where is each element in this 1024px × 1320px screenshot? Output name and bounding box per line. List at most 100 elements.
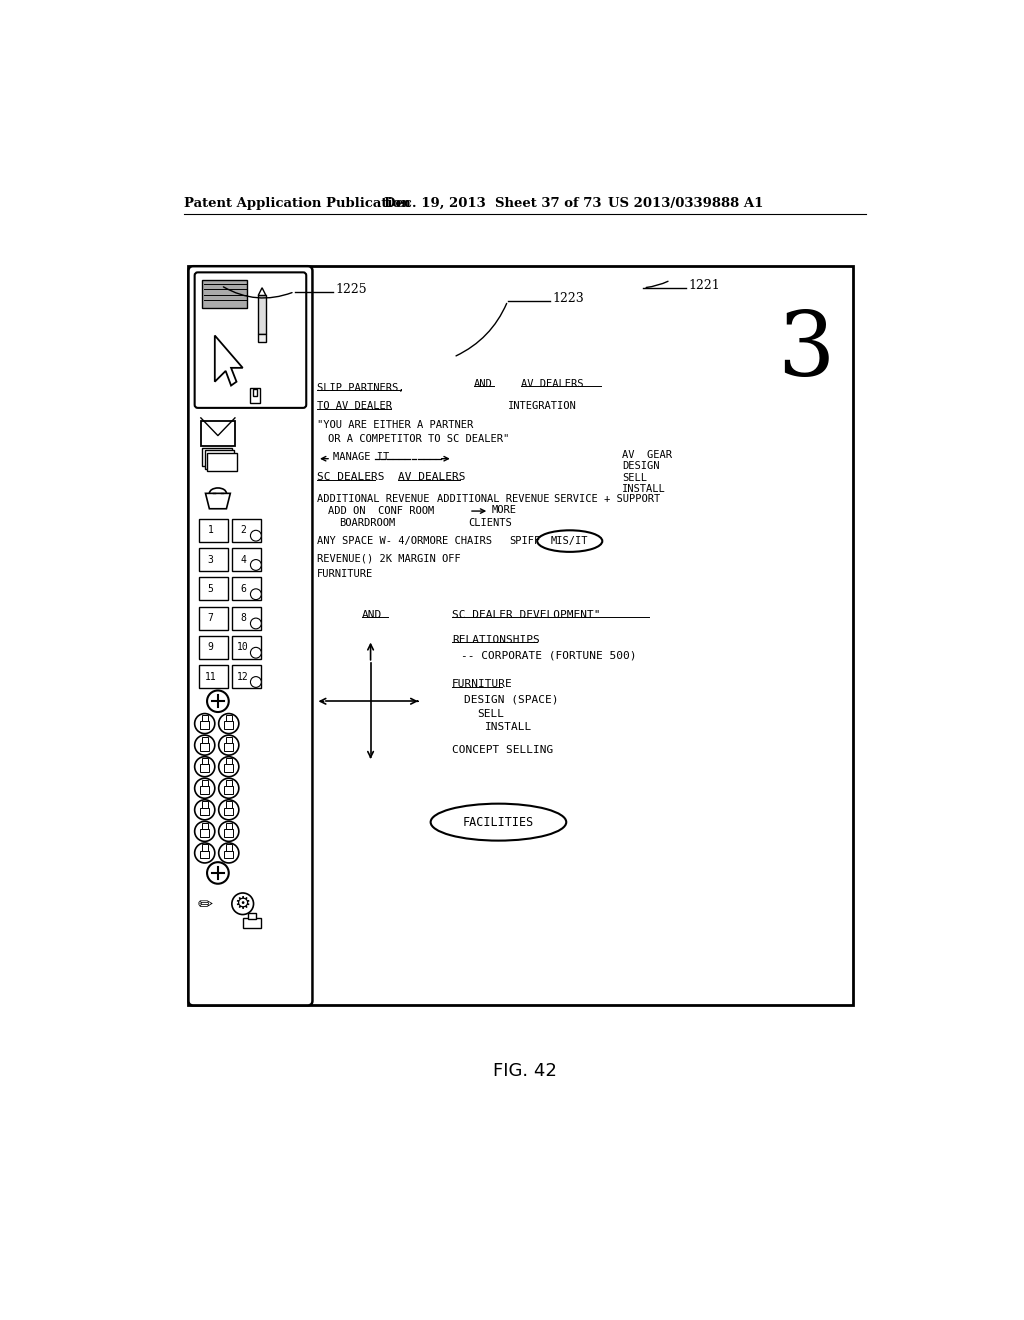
Text: 10: 10 bbox=[238, 643, 249, 652]
Bar bbox=[200, 577, 228, 601]
Text: ADD ON  CONF ROOM: ADD ON CONF ROOM bbox=[328, 506, 434, 516]
Text: INSTALL: INSTALL bbox=[623, 484, 667, 495]
Text: ⚙: ⚙ bbox=[234, 895, 251, 912]
Bar bbox=[231, 665, 260, 688]
Bar bbox=[200, 607, 228, 630]
Polygon shape bbox=[206, 494, 230, 508]
Circle shape bbox=[219, 735, 239, 755]
Text: 1221: 1221 bbox=[688, 279, 720, 292]
Text: INTEGRATION: INTEGRATION bbox=[508, 401, 577, 412]
Bar bbox=[202, 845, 208, 850]
Text: AND: AND bbox=[362, 610, 382, 620]
Text: ADDITIONAL REVENUE: ADDITIONAL REVENUE bbox=[437, 494, 550, 504]
Circle shape bbox=[251, 647, 261, 659]
Circle shape bbox=[219, 779, 239, 799]
Text: 1: 1 bbox=[208, 525, 213, 536]
Circle shape bbox=[219, 821, 239, 841]
Circle shape bbox=[219, 843, 239, 863]
Circle shape bbox=[251, 531, 261, 541]
Circle shape bbox=[195, 800, 215, 820]
Bar bbox=[258, 334, 266, 342]
Text: SC DEALERS: SC DEALERS bbox=[317, 473, 385, 482]
Bar bbox=[224, 829, 233, 837]
Bar bbox=[207, 453, 237, 471]
Text: 3: 3 bbox=[777, 308, 835, 395]
Text: FACILITIES: FACILITIES bbox=[463, 816, 535, 829]
Text: DESIGN (SPACE): DESIGN (SPACE) bbox=[464, 694, 558, 705]
Circle shape bbox=[231, 894, 254, 915]
Bar bbox=[200, 808, 209, 816]
Bar bbox=[200, 636, 228, 659]
Bar bbox=[224, 721, 233, 729]
Text: ANY SPACE W- 4/ORMORE CHAIRS: ANY SPACE W- 4/ORMORE CHAIRS bbox=[317, 536, 493, 546]
Bar bbox=[231, 607, 260, 630]
Bar bbox=[224, 808, 233, 816]
Circle shape bbox=[219, 756, 239, 776]
Text: SLIP PARTNERS,: SLIP PARTNERS, bbox=[317, 383, 404, 393]
Bar bbox=[224, 850, 233, 858]
Circle shape bbox=[207, 862, 228, 884]
Text: -- CORPORATE (FORTUNE 500): -- CORPORATE (FORTUNE 500) bbox=[461, 651, 637, 661]
Text: SELL: SELL bbox=[477, 709, 504, 718]
Text: MIS/IT: MIS/IT bbox=[551, 536, 589, 546]
Text: Patent Application Publication: Patent Application Publication bbox=[183, 197, 411, 210]
Text: 12: 12 bbox=[238, 672, 249, 681]
FancyBboxPatch shape bbox=[188, 267, 312, 1006]
Text: SELL: SELL bbox=[623, 473, 647, 483]
Bar bbox=[202, 715, 208, 721]
Bar bbox=[243, 917, 261, 928]
Bar bbox=[225, 758, 231, 764]
Bar bbox=[205, 450, 234, 469]
Text: RELATIONSHIPS: RELATIONSHIPS bbox=[452, 635, 540, 644]
Bar bbox=[188, 267, 853, 1006]
Circle shape bbox=[195, 779, 215, 799]
Circle shape bbox=[207, 690, 228, 711]
Text: FURNITURE: FURNITURE bbox=[452, 680, 513, 689]
Bar bbox=[253, 389, 257, 396]
Bar bbox=[225, 737, 231, 743]
Text: TO AV DEALER: TO AV DEALER bbox=[317, 401, 392, 412]
Bar bbox=[225, 715, 231, 721]
Polygon shape bbox=[215, 335, 243, 385]
Circle shape bbox=[195, 843, 215, 863]
Circle shape bbox=[195, 756, 215, 776]
Circle shape bbox=[219, 800, 239, 820]
Bar bbox=[225, 822, 231, 829]
Text: 2: 2 bbox=[241, 525, 246, 536]
Bar bbox=[231, 548, 260, 572]
Polygon shape bbox=[258, 296, 266, 334]
Text: 1223: 1223 bbox=[553, 292, 585, 305]
Bar bbox=[202, 737, 208, 743]
Text: AV DEALERS: AV DEALERS bbox=[521, 379, 584, 389]
Text: FURNITURE: FURNITURE bbox=[317, 569, 374, 579]
Circle shape bbox=[251, 589, 261, 599]
Bar bbox=[200, 850, 209, 858]
Text: 5: 5 bbox=[208, 583, 213, 594]
Text: REVENUE() 2K MARGIN OFF: REVENUE() 2K MARGIN OFF bbox=[317, 553, 461, 564]
Bar bbox=[251, 388, 260, 404]
Text: INSTALL: INSTALL bbox=[484, 722, 531, 733]
Text: SC DEALER DEVELOPMENT": SC DEALER DEVELOPMENT" bbox=[452, 610, 600, 620]
Bar bbox=[231, 636, 260, 659]
Text: CONCEPT SELLING: CONCEPT SELLING bbox=[452, 744, 553, 755]
Text: 1225: 1225 bbox=[336, 282, 368, 296]
Bar bbox=[203, 447, 231, 466]
Circle shape bbox=[251, 560, 261, 570]
FancyBboxPatch shape bbox=[195, 272, 306, 408]
Bar bbox=[224, 743, 233, 751]
Bar bbox=[202, 822, 208, 829]
Text: AV  GEAR: AV GEAR bbox=[623, 450, 673, 459]
Text: FIG. 42: FIG. 42 bbox=[493, 1061, 557, 1080]
Bar bbox=[200, 785, 209, 793]
Text: US 2013/0339888 A1: US 2013/0339888 A1 bbox=[608, 197, 764, 210]
Bar bbox=[200, 829, 209, 837]
Text: AV DEALERS: AV DEALERS bbox=[398, 473, 466, 482]
Text: ADDITIONAL REVENUE: ADDITIONAL REVENUE bbox=[317, 494, 430, 504]
Bar bbox=[225, 801, 231, 808]
Text: 3: 3 bbox=[208, 554, 213, 565]
Bar bbox=[224, 764, 233, 772]
Text: CLIENTS: CLIENTS bbox=[468, 519, 512, 528]
Circle shape bbox=[195, 735, 215, 755]
Circle shape bbox=[195, 714, 215, 734]
Text: Dec. 19, 2013  Sheet 37 of 73: Dec. 19, 2013 Sheet 37 of 73 bbox=[384, 197, 601, 210]
